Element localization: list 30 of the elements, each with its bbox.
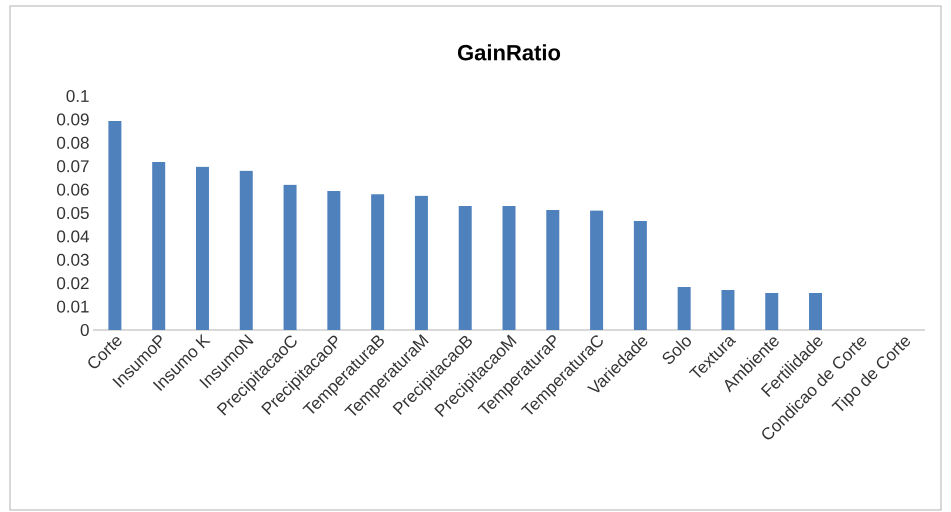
x-tick-label: Solo	[662, 337, 691, 364]
y-tick-label: 0.01	[57, 300, 89, 313]
bar	[196, 166, 209, 330]
bar	[414, 196, 428, 330]
bar	[634, 220, 647, 330]
y-tick-label: 0.09	[57, 113, 89, 126]
bar	[327, 191, 340, 330]
bar	[678, 286, 691, 330]
y-tick-label: 0.1	[66, 90, 89, 102]
y-tick-label: 0.04	[57, 230, 89, 242]
chart-title: GainRatio	[458, 44, 560, 60]
y-tick-label: 0.03	[57, 254, 89, 266]
y-tick-label: 0.08	[57, 136, 89, 149]
bar	[721, 290, 734, 330]
bar	[765, 293, 778, 330]
bar	[240, 170, 253, 330]
bar	[590, 210, 604, 330]
y-tick-label: 0.05	[57, 206, 89, 220]
bar	[284, 184, 297, 330]
bar	[108, 121, 122, 330]
y-tick-label: 0.06	[57, 184, 89, 196]
y-tick-label: 0.02	[57, 277, 89, 290]
bar	[809, 293, 822, 330]
bar	[371, 194, 384, 330]
y-tick-label: 0.07	[57, 160, 89, 172]
bar	[546, 210, 560, 330]
bar	[458, 206, 472, 330]
bar	[502, 206, 516, 330]
y-tick-label: 0	[80, 324, 89, 336]
bar	[152, 162, 166, 330]
